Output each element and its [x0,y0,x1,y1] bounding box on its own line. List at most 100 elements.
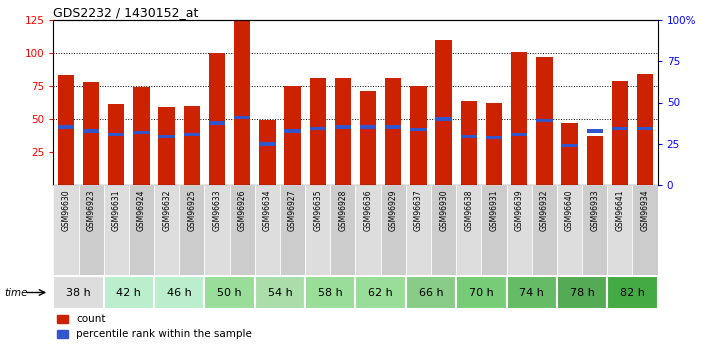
Text: 58 h: 58 h [318,287,343,297]
Text: 74 h: 74 h [519,287,544,297]
Bar [406,276,456,309]
Bar [284,129,301,132]
Bar [78,185,104,275]
Text: 38 h: 38 h [66,287,91,297]
Text: GSM96925: GSM96925 [187,189,196,231]
Bar [133,87,149,185]
Text: GDS2232 / 1430152_at: GDS2232 / 1430152_at [53,6,198,19]
Bar [331,185,356,275]
Text: GSM96631: GSM96631 [112,189,121,231]
Bar [234,116,250,119]
Bar [205,185,230,275]
Bar [83,82,100,185]
Bar [159,107,175,185]
Bar [260,142,276,146]
Bar [356,185,380,275]
Bar [536,119,552,122]
Bar [562,123,578,185]
Text: GSM96930: GSM96930 [439,189,448,231]
Bar [380,185,406,275]
Bar [83,129,100,132]
Text: GSM96932: GSM96932 [540,189,549,231]
Bar [611,81,628,185]
Bar [183,133,200,137]
Bar [154,276,205,309]
Bar [129,185,154,275]
Text: GSM96639: GSM96639 [515,189,524,231]
Bar [481,185,506,275]
Bar [209,53,225,185]
Text: GSM96634: GSM96634 [263,189,272,231]
Bar [461,135,477,138]
Bar [607,276,658,309]
Bar [456,185,481,275]
Bar [104,276,154,309]
Text: GSM96640: GSM96640 [565,189,574,231]
Bar [58,125,74,129]
Bar [209,121,225,125]
Text: GSM96928: GSM96928 [338,189,348,231]
Bar [335,125,351,129]
Text: 66 h: 66 h [419,287,444,297]
Bar [205,276,255,309]
Text: GSM96635: GSM96635 [314,189,322,231]
Bar [108,105,124,185]
Bar [385,125,402,129]
Bar [506,276,557,309]
Bar [360,91,376,185]
Bar [255,185,280,275]
Text: GSM96638: GSM96638 [464,189,474,231]
Bar [486,103,502,185]
Text: time: time [4,287,28,297]
Bar [179,185,205,275]
Bar [410,128,427,131]
Bar [255,276,305,309]
Bar [506,185,532,275]
Bar [562,144,578,147]
Text: GSM96630: GSM96630 [61,189,70,231]
Bar [133,130,149,134]
Bar [309,127,326,130]
Text: 54 h: 54 h [267,287,292,297]
Text: 42 h: 42 h [117,287,141,297]
Bar [511,52,528,185]
Bar [234,21,250,185]
Bar [431,185,456,275]
Bar [633,185,658,275]
Text: GSM96934: GSM96934 [641,189,650,231]
Bar [53,185,78,275]
Bar [536,57,552,185]
Bar [385,78,402,185]
Bar [104,185,129,275]
Text: GSM96924: GSM96924 [137,189,146,231]
Bar [154,185,179,275]
Text: 46 h: 46 h [167,287,191,297]
Bar [360,125,376,129]
Bar [280,185,305,275]
Bar [305,185,331,275]
Bar [435,40,451,185]
Text: GSM96931: GSM96931 [489,189,498,231]
Text: GSM96633: GSM96633 [213,189,222,231]
Bar [611,127,628,130]
Bar [356,276,406,309]
Bar [406,185,431,275]
Bar [637,74,653,185]
Text: 50 h: 50 h [218,287,242,297]
Legend: count, percentile rank within the sample: count, percentile rank within the sample [53,310,256,344]
Bar [53,276,104,309]
Text: GSM96632: GSM96632 [162,189,171,231]
Bar [108,133,124,137]
Bar [486,136,502,139]
Bar [461,100,477,185]
Bar [582,185,607,275]
Text: GSM96637: GSM96637 [414,189,423,231]
Bar [587,136,603,185]
Text: GSM96641: GSM96641 [616,189,624,231]
Text: GSM96933: GSM96933 [590,189,599,231]
Text: GSM96923: GSM96923 [87,189,95,231]
Bar [587,129,603,132]
Bar [511,133,528,137]
Bar [532,185,557,275]
Bar [456,276,506,309]
